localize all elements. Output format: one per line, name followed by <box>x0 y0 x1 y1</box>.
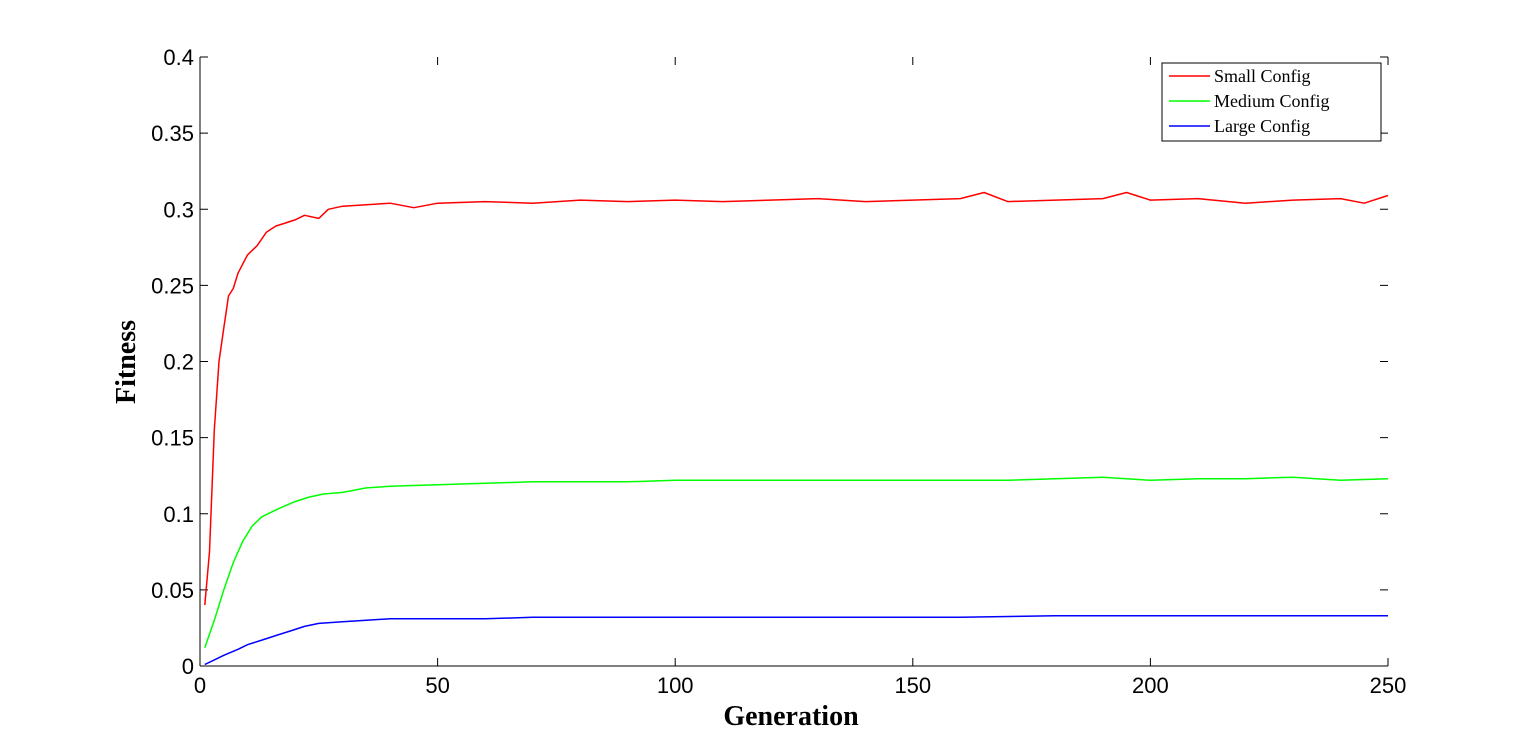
y-tick-label: 0.4 <box>163 45 194 70</box>
x-ticks: 0 50 100 150 200 250 <box>194 57 1406 698</box>
x-tick-label: 150 <box>894 673 931 698</box>
x-tick-label: 50 <box>425 673 449 698</box>
x-tick-label: 250 <box>1370 673 1407 698</box>
y-tick-label: 0.25 <box>151 273 194 298</box>
x-tick-label: 200 <box>1132 673 1169 698</box>
y-tick-label: 0.3 <box>163 197 194 222</box>
legend: Small Config Medium Config Large Config <box>1161 62 1382 142</box>
plot-area <box>200 57 1388 666</box>
y-tick-label: 0.2 <box>163 350 194 375</box>
y-tick-label: 0.05 <box>151 578 194 603</box>
x-tick-label: 0 <box>194 673 206 698</box>
x-axis-label: Generation <box>723 701 859 732</box>
y-tick-label: 0.1 <box>163 502 194 527</box>
y-tick-label: 0 <box>182 654 194 679</box>
y-ticks: 0 0.05 0.1 0.15 0.2 0.25 0.3 0.35 0.4 <box>151 45 1388 679</box>
series-line-large-config <box>204 615 1388 666</box>
series-line-small-config <box>204 191 1389 606</box>
x-tick-label: 100 <box>657 673 694 698</box>
series-lines <box>204 191 1389 666</box>
series-line-medium-config <box>204 476 1389 648</box>
y-tick-label: 0.15 <box>151 426 194 451</box>
y-tick-label: 0.35 <box>151 121 194 146</box>
y-axis-label: Fitness <box>111 320 142 404</box>
legend-entry-label: Large Config <box>1214 116 1310 136</box>
legend-entry-label: Small Config <box>1214 66 1311 86</box>
legend-entry-label: Medium Config <box>1214 91 1330 111</box>
